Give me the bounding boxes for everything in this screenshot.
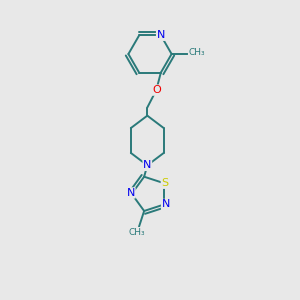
Text: N: N: [143, 160, 152, 170]
Text: N: N: [157, 30, 165, 40]
Text: N: N: [127, 188, 135, 198]
Text: CH₃: CH₃: [188, 48, 205, 57]
Text: S: S: [161, 178, 168, 188]
Text: CH₃: CH₃: [128, 228, 145, 237]
Text: N: N: [162, 200, 170, 209]
Text: O: O: [152, 85, 161, 95]
